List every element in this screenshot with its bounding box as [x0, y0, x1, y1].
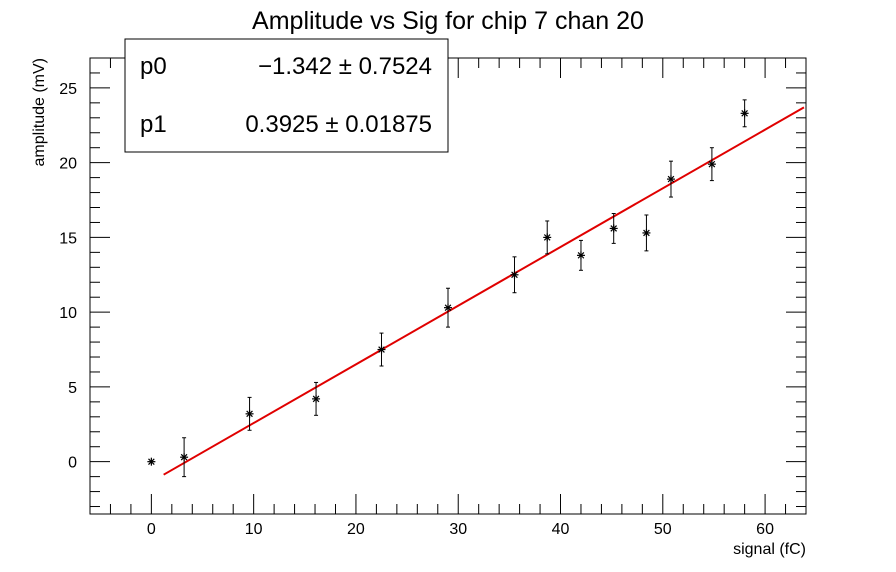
data-point	[707, 147, 716, 182]
x-tick-label: 50	[654, 521, 672, 538]
y-tick-label: 5	[68, 380, 77, 397]
data-point	[312, 381, 321, 416]
data-point	[740, 99, 749, 128]
star-stroke	[643, 229, 650, 237]
data-point	[543, 220, 552, 255]
x-tick-label: 10	[245, 521, 263, 538]
star-marker	[510, 270, 519, 279]
data-point	[444, 287, 452, 328]
star-marker	[576, 251, 585, 260]
x-tick-label: 40	[552, 521, 570, 538]
stats-p0-value: −1.342 ± 0.7524	[258, 53, 432, 80]
data-point	[377, 332, 386, 367]
star-stroke	[312, 395, 320, 403]
stats-box-frame	[124, 38, 449, 153]
star-marker	[180, 453, 189, 462]
data-point	[576, 239, 585, 271]
star-stroke	[148, 458, 155, 465]
stats-p0-name: p0	[140, 53, 167, 80]
star-stroke	[741, 109, 748, 117]
y-axis-title: amplitude (mV)	[31, 58, 48, 166]
data-point	[180, 437, 189, 478]
star-marker	[312, 394, 321, 403]
stats-p1-name: p1	[140, 111, 167, 138]
data-point	[609, 212, 618, 244]
star-marker	[666, 175, 675, 184]
star-stroke	[444, 304, 452, 312]
chart-title: Amplitude vs Sig for chip 7 chan 20	[252, 7, 644, 35]
star-stroke	[180, 453, 188, 461]
star-stroke	[610, 225, 618, 232]
y-tick-label: 15	[59, 230, 77, 247]
fit-line	[163, 106, 805, 476]
star-marker	[245, 409, 254, 418]
x-tick-label: 30	[449, 521, 467, 538]
data-point	[510, 256, 519, 294]
star-marker	[609, 224, 618, 233]
star-stroke	[667, 175, 675, 183]
y-tick-label: 10	[59, 305, 77, 322]
data-point	[245, 396, 254, 431]
data-point	[666, 160, 675, 198]
y-tick-label: 20	[59, 156, 77, 173]
star-marker	[147, 457, 156, 466]
star-marker	[377, 345, 386, 354]
star-stroke	[511, 271, 518, 279]
y-tick-label: 0	[68, 455, 77, 472]
x-tick-label: 20	[347, 521, 365, 538]
x-tick-label: 0	[147, 521, 156, 538]
star-stroke	[577, 252, 585, 259]
star-stroke	[543, 234, 551, 241]
star-stroke	[708, 160, 716, 168]
star-stroke	[246, 410, 253, 418]
y-tick-label: 25	[59, 81, 77, 98]
fit-layer	[163, 106, 805, 476]
star-marker	[543, 233, 552, 242]
star-marker	[740, 109, 749, 118]
x-tick-label: 60	[756, 521, 774, 538]
star-marker	[707, 160, 716, 169]
data-point	[147, 457, 156, 466]
x-axis-title: signal (fC)	[733, 541, 806, 558]
data-point	[642, 214, 651, 252]
data-points	[147, 99, 749, 478]
star-marker	[642, 228, 651, 237]
fit-stats-box: p0 −1.342 ± 0.7524 p1 0.3925 ± 0.01875	[124, 38, 449, 153]
star-stroke	[378, 346, 385, 353]
stats-p1-value: 0.3925 ± 0.01875	[245, 111, 432, 138]
star-marker	[444, 303, 452, 312]
